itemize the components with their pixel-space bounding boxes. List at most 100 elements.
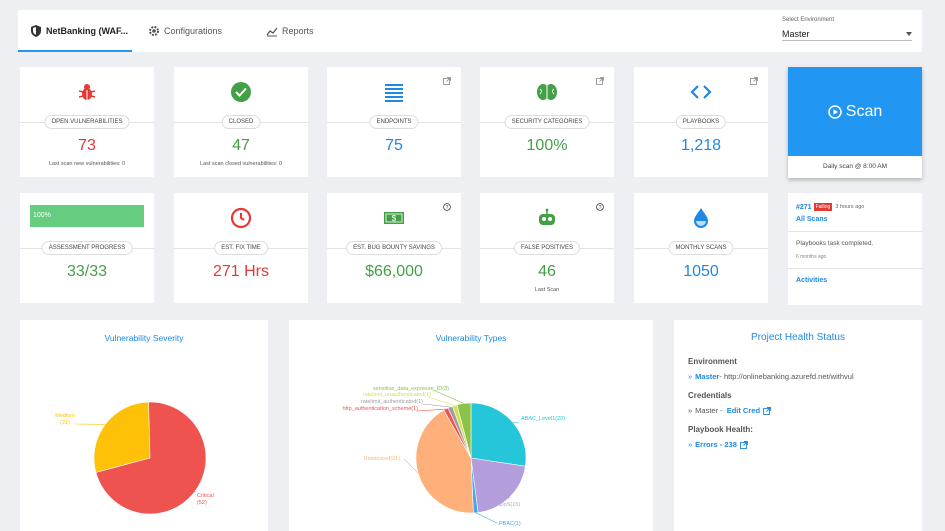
card-subtext: Last scan new vulnerabilities: 0: [48, 161, 126, 167]
pie-label: Unsecured(31): [364, 456, 401, 462]
card-open-vulnerabilities[interactable]: OPEN VULNERABILITIES 73 Last scan new vu…: [20, 67, 154, 177]
svg-text:$: $: [392, 214, 397, 223]
card-playbooks[interactable]: PLAYBOOKS 1,218: [634, 67, 768, 177]
external-link-icon[interactable]: [750, 77, 758, 85]
pie-label: ABAC_Level1(20): [521, 416, 565, 422]
pie-label: PBAC(1): [499, 521, 521, 527]
environment-url: - http://onlinebanking.azurefd.net/withv…: [719, 372, 854, 381]
card-subtext: Last scan closed vulnerabilities: 0: [200, 161, 282, 167]
card-label: PLAYBOOKS: [675, 115, 727, 129]
pie-label: http_authentication_scheme(1): [342, 406, 418, 412]
types-pie-chart: ABAC_Level1(20) ADoS(15) PBAC(1) Unsecured(…: [342, 386, 565, 527]
scan-time: 3 hours ago: [835, 204, 865, 210]
activity-message: Playbooks task completed.: [796, 240, 874, 247]
card-assessment-progress[interactable]: 100% ASSESSMENT PROGRESS 33/33: [20, 193, 154, 303]
leader-line: [422, 403, 451, 408]
tab-label: NetBanking (WAF...: [46, 26, 129, 36]
card-label: EST. BUG BOUNTY SAVINGS: [346, 241, 442, 255]
card-false-positives[interactable]: ? FALSE POSITIVES 46 Last Scan: [480, 193, 614, 303]
pie-slice-ABAC_Level1[interactable]: [470, 402, 527, 467]
money-icon: $: [384, 212, 404, 224]
external-link-icon[interactable]: [443, 77, 451, 85]
external-link-icon[interactable]: [763, 406, 771, 415]
help-icon[interactable]: ?: [596, 203, 604, 211]
external-link-icon[interactable]: [739, 440, 748, 449]
card-value: 100%: [526, 137, 568, 154]
tab-netbanking[interactable]: NetBanking (WAF...: [30, 10, 128, 52]
card-value: 1050: [683, 263, 719, 280]
scan-number[interactable]: #271: [796, 203, 812, 211]
card-monthly-scans[interactable]: MONTHLY SCANS 1050: [634, 193, 768, 303]
card-endpoints[interactable]: ENDPOINTS 75: [327, 67, 461, 177]
status-badge: Failing: [813, 203, 833, 211]
line-chart-icon: [266, 27, 278, 37]
environment-link[interactable]: Master: [695, 372, 720, 381]
pie-label: (21): [60, 420, 70, 426]
environment-line: » Master - http://onlinebanking.azurefd.…: [688, 372, 908, 381]
vulnerability-types-panel: Vulnerability Types ABAC_Level1(20) ADoS(…: [289, 320, 653, 531]
activity-card: #271 Failing 3 hours ago All Scans Playb…: [788, 193, 922, 305]
credentials-line: » Master - Edit Cred: [688, 406, 908, 415]
progress-bar-fill: 100%: [30, 205, 144, 227]
assessment-progress-bar: 100%: [30, 205, 144, 227]
vulnerability-severity-panel: Vulnerability Severity Medium (21) Critica…: [20, 320, 268, 531]
card-label: CLOSED: [221, 115, 261, 129]
scan-button[interactable]: Scan: [788, 67, 922, 156]
card-label: MONTHLY SCANS: [668, 241, 734, 255]
leader-line: [427, 396, 455, 406]
code-icon: [690, 85, 712, 99]
activity-divider: [788, 231, 922, 232]
card-closed[interactable]: CLOSED 47 Last scan closed vulnerabiliti…: [174, 67, 308, 177]
tab-label: Reports: [282, 26, 314, 36]
brain-icon: [537, 84, 557, 100]
card-value: 1,218: [680, 137, 722, 154]
panel-title: Project Health Status: [751, 332, 845, 343]
card-security-categories[interactable]: SECURITY CATEGORIES 100%: [480, 67, 614, 177]
edit-cred-link[interactable]: Edit Cred: [726, 406, 761, 415]
leader-line: [512, 421, 520, 424]
pie-label: Critical: [197, 493, 214, 499]
latest-scan-row: #271 Failing 3 hours ago: [796, 203, 914, 211]
environment-selector[interactable]: Select Environment Master: [782, 17, 912, 41]
card-label: ENDPOINTS: [369, 115, 419, 129]
chevron-right-icon: »: [688, 372, 693, 381]
card-label: ASSESSMENT PROGRESS: [41, 241, 133, 255]
pie-label: (52): [197, 500, 207, 506]
card-value: 46: [538, 263, 556, 280]
pie-slice-sensitive_data_exposure_ID3[interactable]: [456, 402, 472, 459]
list-icon: [385, 84, 403, 102]
activity-divider: [788, 268, 922, 269]
activity-time: 6 months ago: [796, 254, 827, 260]
card-label: FALSE POSITIVES: [513, 241, 581, 255]
environment-dropdown[interactable]: Master: [782, 27, 912, 41]
credentials-heading: Credentials: [688, 391, 732, 400]
credentials-name: Master -: [695, 406, 723, 415]
external-link-icon[interactable]: [596, 77, 604, 85]
card-est-fix-time[interactable]: EST. FIX TIME 271 Hrs: [174, 193, 308, 303]
card-bug-bounty-savings[interactable]: ? $ EST. BUG BOUNTY SAVINGS $66,000: [327, 193, 461, 303]
help-icon[interactable]: ?: [443, 203, 451, 211]
pie-slice-Medium[interactable]: [93, 401, 151, 473]
all-scans-link[interactable]: All Scans: [796, 216, 828, 223]
bug-icon: [78, 84, 96, 100]
pie-label: Medium: [55, 413, 75, 419]
clock-icon: [230, 207, 252, 229]
card-value: 73: [78, 137, 96, 154]
tab-reports[interactable]: Reports: [266, 10, 314, 52]
svg-text:?: ?: [599, 205, 602, 211]
errors-link[interactable]: Errors - 238: [695, 440, 737, 449]
check-circle-icon: [231, 82, 251, 102]
tab-configurations[interactable]: Configurations: [148, 10, 222, 52]
svg-text:?: ?: [446, 205, 449, 211]
card-label: EST. FIX TIME: [214, 241, 268, 255]
chevron-right-icon: »: [688, 406, 693, 415]
panel-title: Vulnerability Severity: [104, 333, 184, 343]
activities-link[interactable]: Activities: [796, 277, 828, 284]
pie-label: ratelimit_authenticated(1): [361, 399, 423, 405]
card-value: 47: [232, 137, 250, 154]
project-health-panel: Project Health Status Environment » Mast…: [674, 320, 922, 531]
tab-label: Configurations: [164, 26, 223, 36]
leader-line: [403, 458, 419, 474]
card-value: 75: [385, 137, 403, 154]
water-drop-icon: [694, 208, 708, 228]
